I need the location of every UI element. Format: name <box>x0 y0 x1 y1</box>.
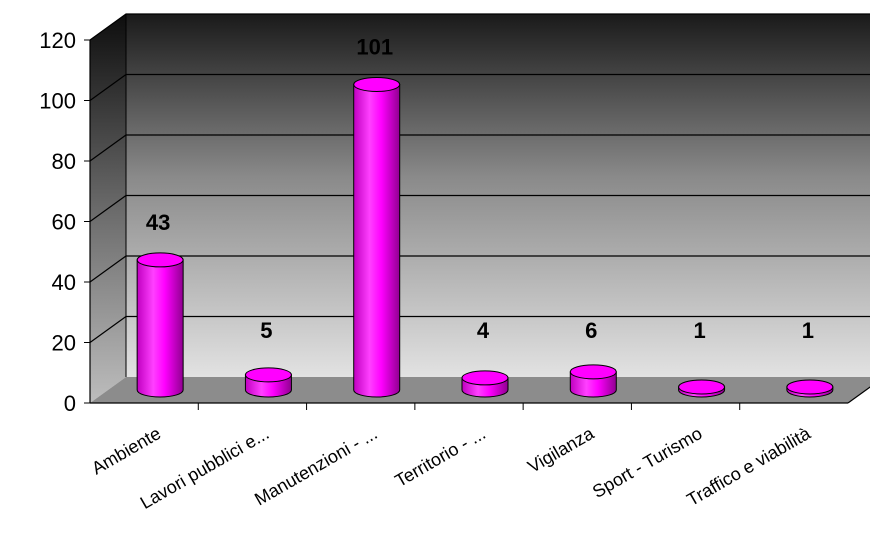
data-label: 6 <box>585 318 597 343</box>
bars <box>136 76 834 398</box>
y-tick-label: 60 <box>52 210 76 235</box>
x-category-label: Manutenzioni - ... <box>251 423 381 509</box>
bar-top <box>461 370 509 386</box>
bar-top <box>569 364 617 380</box>
bar <box>678 379 726 398</box>
x-category-label: Vigilanza <box>524 423 598 477</box>
data-label: 43 <box>146 210 170 235</box>
bar <box>136 252 184 398</box>
data-label: 101 <box>356 34 393 59</box>
data-label: 4 <box>477 318 490 343</box>
bar-top <box>244 367 292 383</box>
bar-top <box>678 379 726 395</box>
bar <box>244 367 292 398</box>
bar-top <box>136 252 184 268</box>
data-label: 5 <box>260 318 272 343</box>
y-tick-label: 0 <box>64 391 76 416</box>
y-tick-label: 100 <box>39 89 76 114</box>
axes: 0 20 40 60 80 100 120 <box>39 13 870 416</box>
bar-top <box>786 379 834 395</box>
bar-top <box>353 76 401 92</box>
bar <box>461 370 509 398</box>
x-category-label: Territorio - ... <box>392 423 489 491</box>
data-label: 1 <box>802 318 814 343</box>
plot-area <box>90 14 870 403</box>
y-tick-label: 20 <box>52 331 76 356</box>
bar-body <box>136 259 184 398</box>
y-tick-label: 80 <box>52 149 76 174</box>
y-tick-label: 40 <box>52 270 76 295</box>
bar <box>786 379 834 398</box>
bar <box>353 76 401 398</box>
bar-body <box>353 83 401 398</box>
x-axis-edge <box>847 386 870 404</box>
data-label: 1 <box>693 318 705 343</box>
x-category-label: Ambiente <box>88 423 164 478</box>
x-category-label: Traffico e viabilità <box>683 423 814 510</box>
y-tick-label: 120 <box>39 28 76 53</box>
bar <box>569 364 617 398</box>
